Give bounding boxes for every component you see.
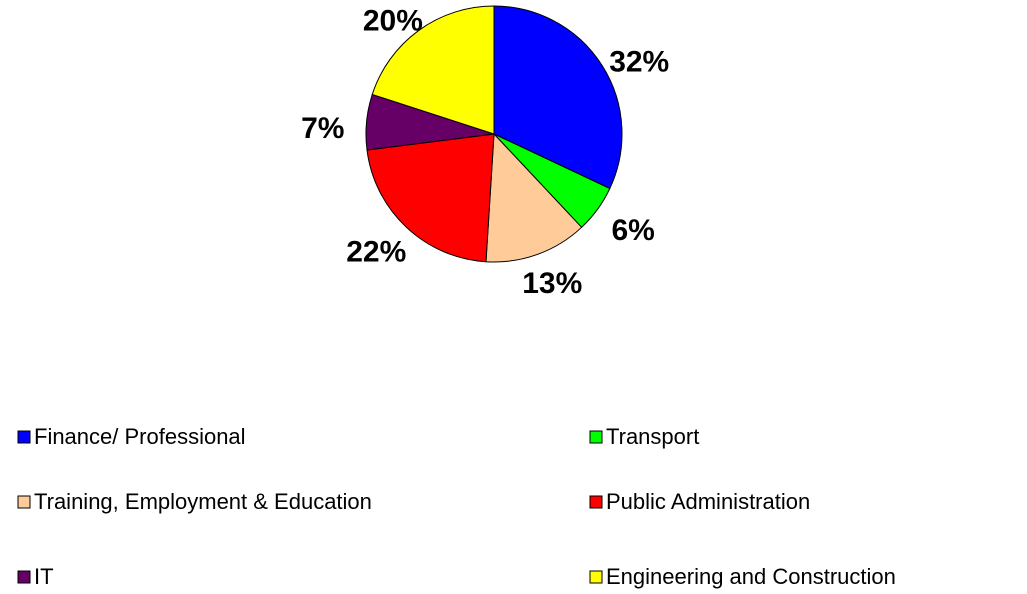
legend-label: Engineering and Construction [606,564,896,589]
pie-slice [371,5,495,135]
data-label: 7% [301,112,344,145]
legend-swatch [589,430,603,444]
legend-swatch [17,495,31,509]
data-label: 22% [346,235,406,268]
data-label: 32% [609,46,669,79]
data-label: 6% [611,214,654,247]
data-label: 13% [522,267,582,300]
pie-slice [493,5,623,190]
legend-label: IT [34,564,54,589]
legend-swatch [589,495,603,509]
legend-swatch [589,570,603,584]
pie-slice [485,132,583,263]
pie-slice [366,133,495,263]
legend-swatch [17,430,31,444]
legend-label: Finance/ Professional [34,424,246,449]
data-label: 20% [363,5,423,38]
legend-label: Public Administration [606,489,810,514]
legend-label: Transport [606,424,699,449]
legend-label: Training, Employment & Education [34,489,372,514]
legend-swatch [17,570,31,584]
